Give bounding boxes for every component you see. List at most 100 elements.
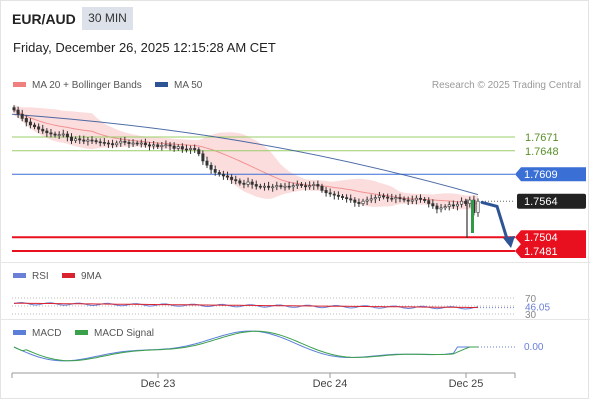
candle-body	[291, 185, 295, 188]
candle-body	[279, 185, 283, 188]
candle-body	[217, 172, 221, 175]
pivot-level-1-7609-tag	[515, 167, 586, 182]
candle-body	[139, 142, 143, 145]
candle-body	[201, 153, 205, 162]
candle-body	[234, 179, 238, 182]
candle-body	[209, 164, 213, 170]
candle-body	[94, 140, 98, 143]
candle-body	[98, 141, 102, 144]
candle-body	[135, 142, 139, 145]
candle-body	[406, 199, 410, 202]
candle-body	[287, 185, 291, 188]
candle-body	[213, 169, 217, 173]
candle-body	[451, 204, 455, 207]
candle-body	[402, 198, 406, 201]
timeframe-badge[interactable]: 30 MIN	[82, 7, 133, 30]
credit-text: Research © 2025 Trading Central	[431, 80, 581, 91]
candle-body	[131, 142, 135, 145]
candle-body	[172, 145, 176, 149]
macd-swatch	[13, 329, 26, 335]
candle-body	[349, 198, 353, 201]
candle-body	[180, 146, 184, 150]
candle-body	[431, 203, 435, 207]
candle-body	[410, 199, 414, 202]
candle-body	[365, 199, 369, 202]
candle-body	[336, 194, 340, 197]
legend-rsi-ma: 9MA	[62, 271, 102, 282]
candle-body	[246, 181, 250, 185]
candle-body	[111, 143, 115, 146]
candle-body	[184, 148, 188, 151]
candle-body	[324, 190, 328, 194]
support-level-1-7504-tag	[515, 230, 586, 245]
candle-body	[12, 107, 16, 111]
candle-body	[53, 133, 57, 136]
candle-body	[238, 180, 242, 184]
candle-body	[447, 204, 451, 207]
ma20-swatch	[13, 81, 26, 87]
macd-last-value: 0.00	[524, 342, 544, 353]
candle-body	[377, 195, 381, 198]
rsi-last-value: 46.05	[525, 303, 550, 314]
resistance-level-1-7648-label: 1.7648	[525, 146, 559, 158]
candle-body	[390, 197, 394, 200]
legend-macd: MACD	[13, 328, 61, 339]
candle-body	[299, 184, 303, 186]
candle-body	[197, 149, 201, 155]
legend-macd-signal: MACD Signal	[75, 328, 154, 339]
last-price-level-1-7564-label: 1.7564	[524, 196, 558, 208]
legend-rsi: RSI	[13, 271, 49, 282]
resistance-level-1-7671-label: 1.7671	[525, 132, 559, 144]
candle-body	[320, 185, 324, 191]
forecast-arrow-shaft	[480, 200, 510, 244]
candle-body	[78, 138, 82, 141]
candle-body	[439, 207, 443, 210]
candle-body	[419, 197, 423, 200]
rsi-ma-swatch	[62, 272, 75, 278]
candle-body	[357, 202, 361, 204]
legend-macd-signal-label: MACD Signal	[94, 328, 155, 339]
candle-body	[65, 133, 69, 138]
candle-body	[242, 182, 246, 185]
candle-body	[443, 206, 447, 209]
candle-body	[189, 148, 193, 150]
ma50-swatch	[155, 81, 168, 87]
candle-body	[283, 185, 287, 188]
ma50-line	[11, 113, 479, 196]
instrument-title: EUR/AUD	[12, 11, 76, 27]
candle-body	[143, 142, 147, 146]
candle-body	[382, 195, 386, 198]
candle-body	[115, 142, 119, 146]
candle-body	[398, 197, 402, 200]
candle-body	[353, 199, 357, 203]
candle-body	[82, 139, 86, 142]
candle-body	[427, 200, 431, 204]
candle-body	[423, 199, 427, 201]
candle-body	[61, 133, 65, 136]
bollinger-band	[14, 104, 478, 211]
rsi-tick-30: 30	[525, 310, 537, 321]
macd-line	[13, 330, 478, 362]
legend-macd-label: MACD	[32, 328, 62, 339]
legend-ma50: MA 50	[155, 80, 202, 91]
x-tick-label: Dec 24	[313, 378, 348, 390]
chart-datetime: Friday, December 26, 2025 12:15:28 AM CE…	[13, 40, 276, 55]
candle-body	[90, 139, 94, 142]
candle-body	[49, 132, 53, 135]
candle-body	[123, 140, 127, 143]
candle-body	[340, 196, 344, 198]
rsi-swatch	[13, 272, 26, 278]
legend-ma50-label: MA 50	[174, 80, 203, 91]
candle-body	[460, 200, 464, 205]
candle-body	[414, 197, 418, 201]
support-level-1-7481-tag	[515, 244, 586, 258]
rsi-tick-70: 70	[525, 294, 537, 305]
candle-body	[127, 142, 131, 144]
candle-body	[262, 185, 266, 188]
support-level-1-7504-label: 1.7504	[524, 232, 558, 244]
candle-spike-body	[471, 200, 474, 233]
support-level-1-7481-label: 1.7481	[524, 246, 558, 258]
candle-body	[221, 173, 225, 177]
panel-divider-rsi	[0, 262, 590, 263]
